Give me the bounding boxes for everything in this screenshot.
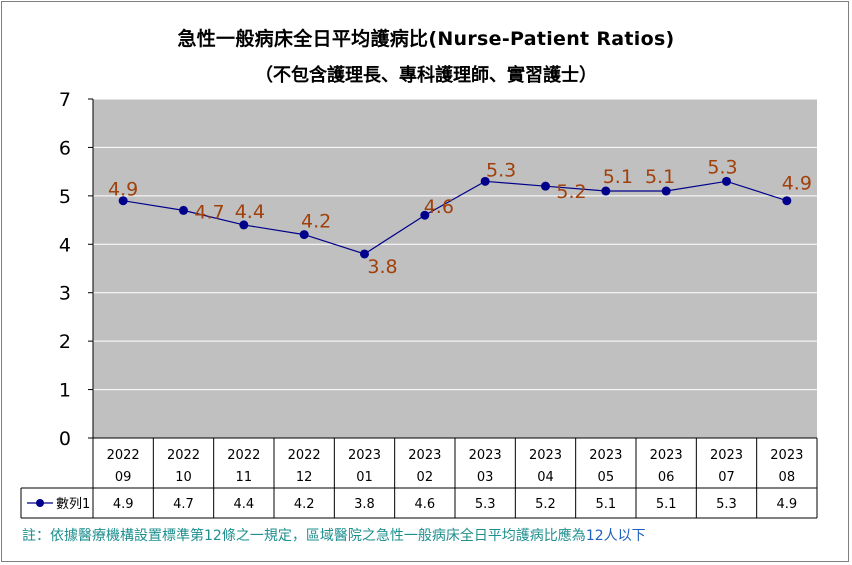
data-point (360, 249, 369, 259)
category-year-label: 2022 (288, 448, 321, 463)
data-label: 4.7 (194, 201, 224, 223)
y-tick-label: 5 (59, 186, 71, 208)
data-label: 5.1 (603, 166, 633, 188)
data-point (601, 186, 611, 196)
data-label: 5.3 (707, 156, 737, 178)
category-month-label: 12 (296, 470, 313, 485)
table-value: 3.8 (354, 497, 375, 512)
data-label: 4.4 (235, 201, 265, 223)
data-label: 4.9 (782, 173, 812, 195)
table-value: 5.1 (656, 497, 677, 512)
y-tick-label: 2 (59, 331, 71, 353)
category-year-label: 2023 (710, 448, 743, 463)
data-point (661, 186, 671, 196)
table-value: 5.1 (595, 497, 616, 512)
data-point (299, 230, 309, 240)
category-month-label: 04 (537, 470, 554, 485)
chart-title: 急性一般病床全日平均護病比(Nurse-Patient Ratios) (177, 28, 675, 50)
category-month-label: 03 (477, 470, 494, 485)
category-month-label: 09 (115, 470, 132, 485)
chart-subtitle: （不包含護理長、專科護理師、實習護士） (255, 65, 597, 86)
category-year-label: 2023 (589, 448, 622, 463)
data-label: 3.8 (367, 256, 397, 278)
data-point (420, 210, 430, 220)
data-point (541, 181, 550, 191)
table-value: 4.6 (414, 497, 435, 512)
data-label: 4.6 (424, 196, 454, 218)
category-year-label: 2022 (107, 448, 140, 463)
y-tick-label: 3 (59, 283, 71, 305)
plot-area (93, 99, 817, 438)
category-year-label: 2023 (770, 448, 803, 463)
legend-label: 數列1 (56, 497, 90, 512)
category-month-label: 10 (175, 470, 192, 485)
category-year-label: 2023 (408, 448, 441, 463)
y-tick-label: 4 (59, 234, 71, 256)
category-month-label: 11 (236, 470, 253, 485)
category-month-label: 07 (718, 470, 735, 485)
category-month-label: 06 (658, 470, 675, 485)
legend-marker (36, 499, 44, 507)
data-label: 5.1 (645, 166, 675, 188)
footnote-text: 註：依據醫療機構設置標準第12條之一規定，區域醫院之急性一般病床全日平均護病比應… (22, 528, 586, 544)
data-point (239, 220, 249, 230)
data-label: 4.2 (301, 211, 331, 233)
category-year-label: 2023 (650, 448, 683, 463)
y-tick-label: 7 (59, 89, 71, 111)
table-value: 5.3 (716, 497, 737, 512)
table-value: 4.9 (776, 497, 797, 512)
category-year-label: 2023 (348, 448, 381, 463)
data-label: 5.2 (556, 181, 586, 203)
data-point (480, 176, 490, 186)
footnote-highlight: 12人以下 (585, 528, 646, 544)
category-month-label: 01 (356, 470, 373, 485)
table-value: 4.4 (233, 497, 254, 512)
data-point (118, 196, 128, 206)
category-month-label: 08 (779, 470, 796, 485)
category-year-label: 2023 (529, 448, 562, 463)
category-year-label: 2022 (167, 448, 200, 463)
category-month-label: 05 (598, 470, 615, 485)
data-point (782, 196, 792, 206)
data-label: 4.9 (108, 179, 138, 201)
table-value: 4.7 (173, 497, 194, 512)
data-label: 5.3 (486, 159, 516, 181)
table-value: 5.3 (475, 497, 496, 512)
category-month-label: 02 (417, 470, 434, 485)
y-tick-label: 1 (59, 380, 71, 402)
category-year-label: 2022 (227, 448, 260, 463)
category-year-label: 2023 (469, 448, 502, 463)
series-line (123, 180, 788, 255)
footnote: 註：依據醫療機構設置標準第12條之一規定，區域醫院之急性一般病床全日平均護病比應… (22, 525, 646, 545)
data-point (179, 205, 188, 215)
y-tick-label: 6 (59, 137, 71, 159)
y-tick-label: 0 (59, 428, 71, 450)
table-value: 4.9 (113, 497, 134, 512)
table-value: 4.2 (294, 497, 315, 512)
table-value: 5.2 (535, 497, 556, 512)
data-point (722, 176, 731, 186)
